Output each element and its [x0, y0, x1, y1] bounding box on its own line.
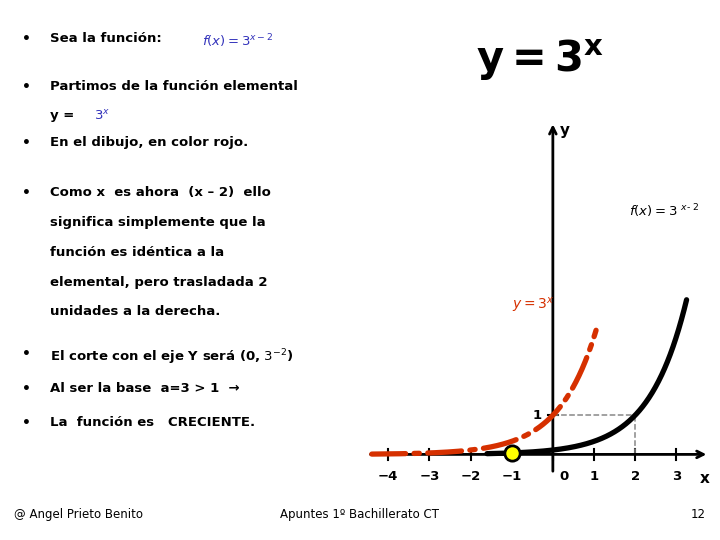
Text: Sea la función:: Sea la función:: [50, 32, 162, 45]
Text: La  función es   CRECIENTE.: La función es CRECIENTE.: [50, 416, 256, 429]
Text: En el dibujo, en color rojo.: En el dibujo, en color rojo.: [50, 136, 248, 148]
Text: unidades a la derecha.: unidades a la derecha.: [50, 306, 221, 319]
Text: El corte con el eje Y será (0, $3^{-2}$): El corte con el eje Y será (0, $3^{-2}$): [50, 347, 294, 367]
Text: $f(x) = 3^{x-2}$: $f(x) = 3^{x-2}$: [202, 32, 273, 50]
Text: Apuntes 1º Bachillerato CT: Apuntes 1º Bachillerato CT: [281, 508, 439, 521]
Text: −4: −4: [378, 470, 398, 483]
Text: Al ser la base  a=3 > 1  →: Al ser la base a=3 > 1 →: [50, 382, 240, 395]
Text: 3: 3: [672, 470, 681, 483]
Text: 2: 2: [631, 470, 639, 483]
Text: •: •: [22, 32, 30, 46]
Text: 1: 1: [532, 409, 541, 422]
Text: y: y: [560, 124, 570, 138]
Text: •: •: [22, 80, 30, 94]
Text: •: •: [22, 416, 30, 430]
Text: elemental, pero trasladada 2: elemental, pero trasladada 2: [50, 275, 268, 288]
Text: $3^x$: $3^x$: [94, 109, 109, 123]
Text: −2: −2: [461, 470, 481, 483]
Text: •: •: [22, 186, 30, 200]
Text: y =: y =: [50, 109, 79, 123]
Text: −3: −3: [419, 470, 440, 483]
Text: x: x: [700, 471, 710, 486]
Text: 1: 1: [590, 470, 598, 483]
Text: @ Angel Prieto Benito: @ Angel Prieto Benito: [14, 508, 143, 521]
Text: función es idéntica a la: función es idéntica a la: [50, 246, 225, 259]
Text: −1: −1: [502, 470, 522, 483]
Text: •: •: [22, 347, 30, 361]
Text: $y = 3^x$: $y = 3^x$: [512, 296, 554, 315]
Text: •: •: [22, 136, 30, 150]
Text: Partimos de la función elemental: Partimos de la función elemental: [50, 80, 298, 93]
Text: 0: 0: [559, 470, 568, 483]
Text: $f(x) = 3\ ^{x\text{-}\ 2}$: $f(x) = 3\ ^{x\text{-}\ 2}$: [629, 203, 700, 220]
Text: Como x  es ahora  (x – 2)  ello: Como x es ahora (x – 2) ello: [50, 186, 271, 199]
Text: 12: 12: [690, 508, 706, 521]
Text: $\mathbf{y = 3^x}$: $\mathbf{y = 3^x}$: [476, 38, 604, 83]
Text: significa simplemente que la: significa simplemente que la: [50, 216, 266, 229]
Text: •: •: [22, 382, 30, 396]
